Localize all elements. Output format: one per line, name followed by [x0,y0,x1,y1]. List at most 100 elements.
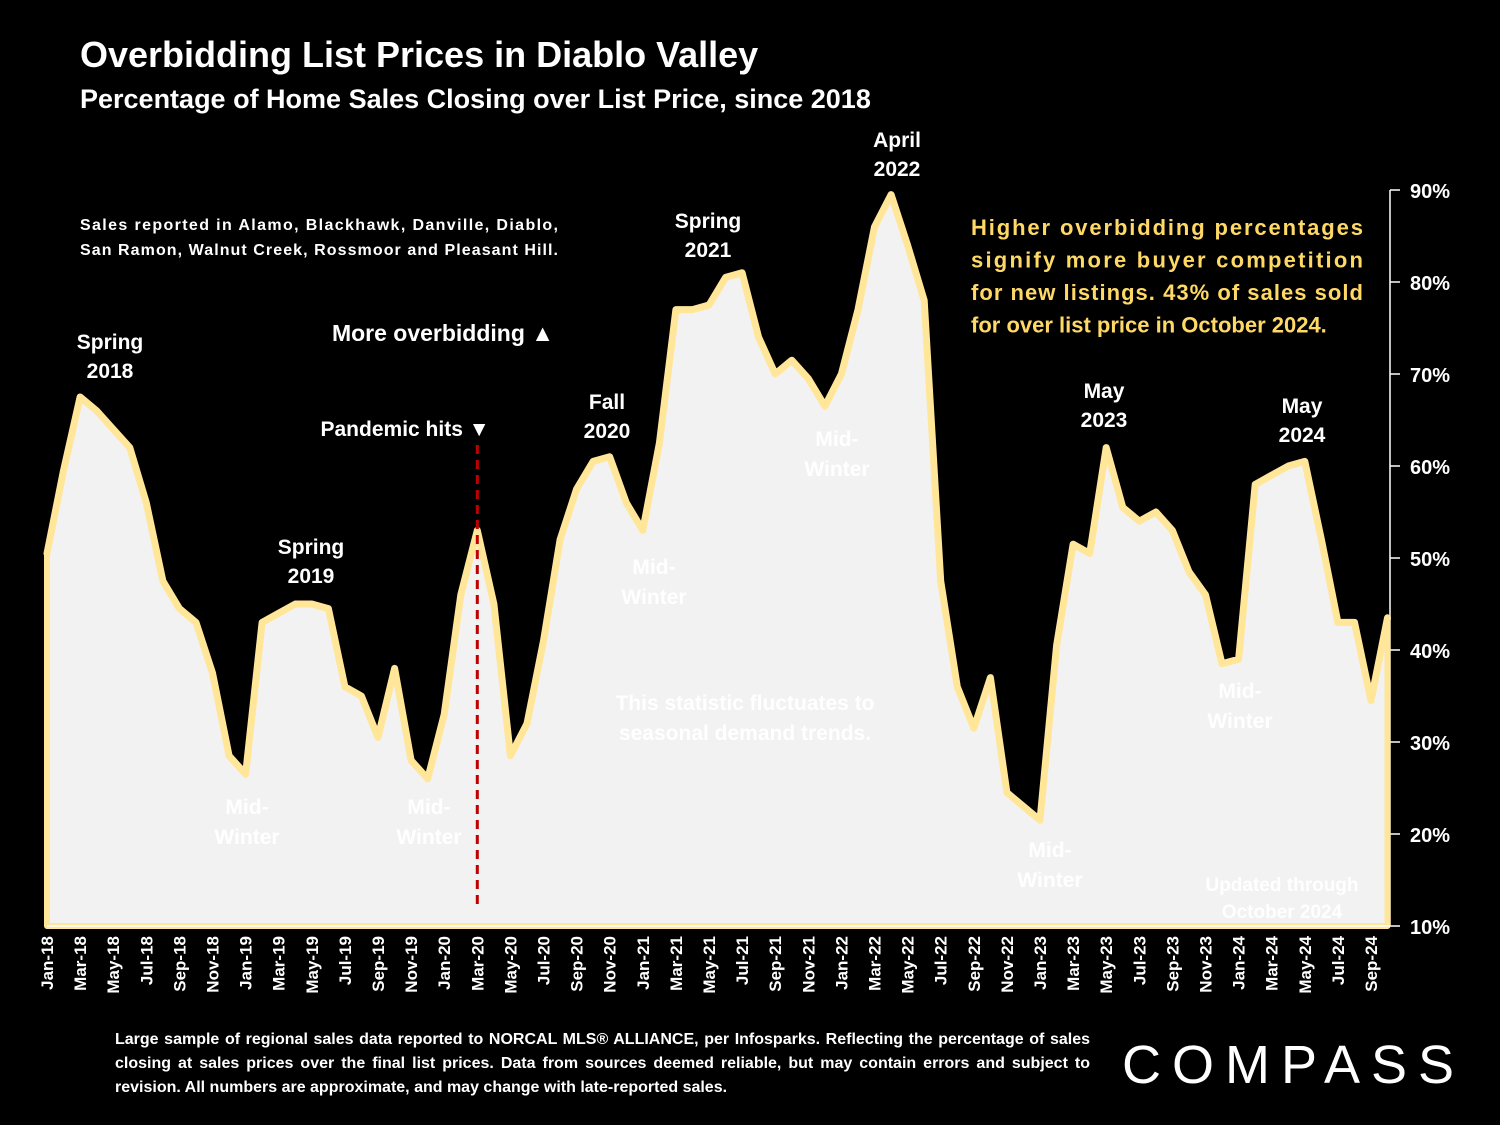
updated-note: October 2024 [1222,902,1343,923]
data-point [1088,551,1092,555]
compass-logo: COMPASS [1122,1035,1466,1095]
data-point [1021,804,1025,808]
data-point [211,671,214,675]
data-point [1220,662,1224,666]
seasonal-note: seasonal demand trends. [619,722,871,745]
data-point [277,611,281,615]
trough-label: Winter [621,586,686,609]
peak-label: April [873,129,921,152]
data-point [839,372,843,376]
x-tick-label: Sep-23 [1163,936,1182,992]
x-tick-label: Sep-21 [766,936,785,992]
x-tick-label: Jul-18 [137,936,156,985]
data-point [939,579,943,583]
data-point [624,501,628,505]
data-point [1071,542,1075,546]
x-tick-label: May-23 [1097,936,1116,994]
x-tick-label: Sep-24 [1362,935,1381,991]
data-point [1253,482,1257,486]
data-point [1154,510,1158,514]
x-tick-label: May-20 [501,936,520,994]
data-point [1237,657,1241,661]
more-overbidding-label: More overbidding ▲ [332,320,554,346]
data-point [806,377,810,381]
peak-label: 2024 [1279,424,1326,447]
data-point [45,551,49,555]
sales-note: San Ramon, Walnut Creek, Rossmoor and Pl… [80,242,558,259]
data-point [1038,818,1042,822]
data-point [111,427,115,431]
trough-label: Winter [396,826,461,849]
trough-label: Mid- [632,556,675,579]
data-point [525,722,529,726]
y-tick-label: 80% [1410,273,1450,295]
data-point [442,712,446,716]
y-tick-label: 90% [1410,181,1450,203]
x-tick-label: Sep-19 [369,936,388,992]
data-point [62,469,66,473]
x-tick-label: Mar-23 [1064,936,1083,991]
x-tick-label: Mar-20 [468,936,487,991]
x-tick-label: Jul-23 [1130,936,1149,985]
peak-label: 2023 [1081,409,1128,432]
data-point [608,455,612,459]
data-point [376,735,380,739]
data-point [1170,528,1174,532]
data-point [1005,791,1009,795]
data-point [144,501,148,505]
x-tick-label: Jan-22 [832,936,851,990]
data-point [674,308,678,312]
data-point [873,225,876,229]
y-tick-label: 30% [1410,733,1450,755]
data-point [95,409,99,413]
data-point [707,303,711,307]
peak-label: 2021 [685,239,732,262]
data-point [1270,473,1274,477]
data-point [641,528,645,532]
trough-label: Winter [1207,710,1272,733]
x-tick-label: Nov-20 [601,936,620,993]
callout-text: for new listings. 43% of sales sold [971,280,1363,305]
x-tick-label: Jan-24 [1230,935,1249,989]
trough-label: Mid- [225,796,268,819]
peak-label: May [1084,380,1125,403]
chart-title: Overbidding List Prices in Diablo Valley [80,34,759,75]
x-tick-label: Mar-24 [1263,935,1282,990]
x-tick-label: Nov-22 [998,936,1017,993]
x-tick-label: Jan-18 [38,936,57,990]
seasonal-note: This statistic fluctuates to [615,692,874,715]
data-point [773,372,777,376]
trough-label: Mid- [1218,680,1261,703]
data-point [1303,459,1307,463]
x-tick-label: Mar-21 [667,936,686,991]
data-point [1336,620,1340,624]
x-tick-label: May-24 [1296,935,1315,993]
trough-label: Mid- [407,796,450,819]
x-tick-label: Sep-20 [568,936,587,992]
x-tick-label: Mar-22 [866,936,885,991]
x-tick-label: May-21 [700,936,719,994]
data-point [1286,464,1290,468]
data-point [1386,616,1390,620]
data-point [244,772,248,776]
x-tick-label: Jan-23 [1031,936,1050,990]
y-tick-label: 20% [1410,825,1450,847]
x-tick-label: Jul-22 [932,936,951,985]
peak-label: Spring [77,331,144,354]
updated-note: Updated through [1205,875,1358,896]
data-point [1055,643,1059,647]
data-point [260,620,264,624]
data-point [558,538,562,542]
data-point [227,754,231,758]
x-tick-label: Nov-18 [204,936,223,993]
data-point [393,666,397,670]
x-tick-label: Nov-21 [799,936,818,993]
data-point [757,335,761,339]
data-point [326,607,330,611]
callout-text: for over list price in October 2024. [971,313,1327,338]
data-point [1352,620,1356,624]
data-point [177,607,181,611]
x-tick-label: May-22 [899,936,918,994]
x-tick-label: Jan-21 [634,936,653,990]
data-point [1319,538,1323,542]
